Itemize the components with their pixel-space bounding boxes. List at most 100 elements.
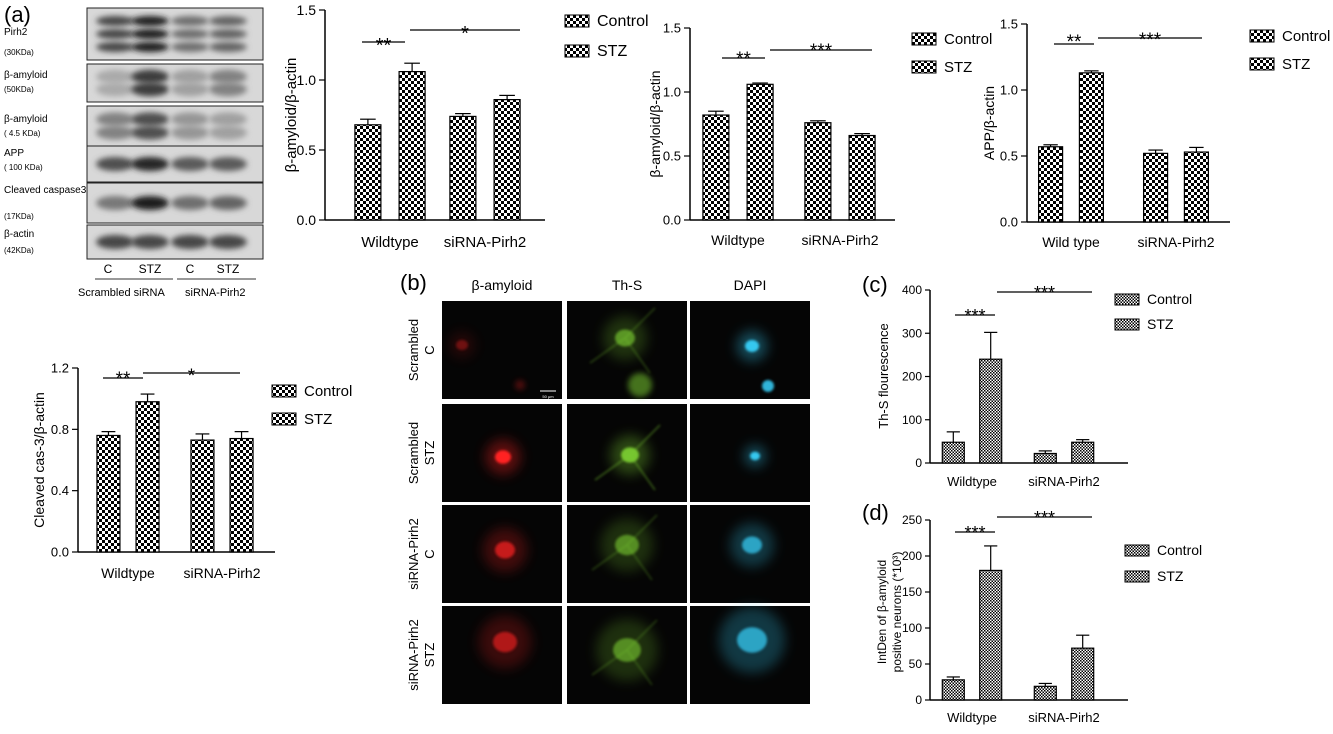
- x-category-label: siRNA-Pirh2: [1028, 474, 1100, 489]
- micro-column-header: Th-S: [612, 277, 642, 293]
- significance-marker: *: [188, 366, 196, 387]
- micro-row-label-line: Scrambled: [406, 422, 421, 484]
- micro-cell-body: [493, 631, 517, 653]
- bar: [979, 358, 1003, 464]
- micro-column-header: DAPI: [734, 277, 767, 293]
- blot-band: [209, 157, 247, 171]
- blot-band: [131, 42, 169, 52]
- blot-band: [131, 235, 169, 249]
- x-category-label: Wildtype: [361, 234, 419, 251]
- blot-row-size: ( 4.5 KDa): [4, 129, 41, 138]
- bar: [449, 115, 477, 221]
- micro-cell-secondary: [515, 380, 525, 390]
- y-tick-label: 400: [902, 283, 922, 297]
- bar: [1037, 146, 1064, 223]
- x-category-label: Wildtype: [947, 474, 997, 489]
- legend-swatch-stz: [271, 412, 297, 426]
- y-tick-label: 200: [902, 549, 922, 563]
- blot-band: [209, 125, 247, 140]
- y-tick-label: 1.0: [1000, 83, 1018, 98]
- legend-swatch-control: [271, 384, 297, 398]
- legend-label-control: Control: [1157, 542, 1202, 558]
- lane-label: C: [104, 262, 113, 276]
- significance-marker: **: [116, 369, 131, 390]
- micro-row-label: siRNA-Pirh2C: [406, 518, 437, 590]
- micro-row-label-text: siRNA-Pirh2STZ: [406, 619, 437, 691]
- blot-band: [171, 196, 209, 210]
- y-tick-label: 1.2: [51, 361, 69, 376]
- y-axis-label-line: positive neurons (*10³): [890, 552, 904, 673]
- x-category-label: siRNA-Pirh2: [183, 565, 260, 581]
- blot-row-name: β-actin: [4, 229, 34, 240]
- y-axis-label-group: APP/β-actin: [981, 86, 997, 160]
- legend-swatch-stz: [564, 44, 590, 58]
- panel-label-c: (c): [862, 272, 888, 297]
- chart-a3: 0.0 0.5 1.0 1.5 APP/β-actin Wild type siRNA-Pi…: [981, 17, 1330, 250]
- y-tick-label: 1.0: [297, 72, 317, 88]
- micro-row-label: ScrambledSTZ: [406, 422, 437, 484]
- group-label-scrambled: Scrambled siRNA: [78, 287, 165, 299]
- y-tick-label: 1.0: [663, 85, 681, 100]
- blot-row-name: APP: [4, 148, 24, 159]
- western-blot-panel: Pirh2 (30KDa) β-amyloid (50KDa) β-amyloid ( 4…: [4, 7, 264, 299]
- legend-swatch-stz: [911, 60, 937, 74]
- micro-row-label-line: STZ: [422, 643, 437, 668]
- y-tick-label: 1.5: [1000, 17, 1018, 32]
- micro-cell-body: [495, 541, 515, 559]
- bar: [804, 122, 832, 221]
- micro-row-label-line: Scrambled: [406, 319, 421, 381]
- blot-row-size: (50KDa): [4, 85, 34, 94]
- legend-swatch-control: [1114, 293, 1140, 306]
- micro-cell-body: [750, 451, 760, 461]
- legend-label-stz: STZ: [304, 411, 332, 428]
- blot-band: [209, 16, 247, 26]
- y-tick-label: 0.5: [297, 142, 317, 158]
- significance-marker: **: [1067, 32, 1082, 53]
- legend-label-stz: STZ: [1147, 316, 1174, 332]
- y-axis-label: IntDen of β-amyloidpositive neurons (*10…: [875, 552, 904, 673]
- bar: [135, 401, 160, 553]
- y-tick-label: 0.8: [51, 422, 69, 437]
- y-tick-label: 100: [902, 413, 922, 427]
- bar: [979, 569, 1003, 701]
- blot-band: [96, 235, 134, 249]
- blot-row-name: Cleaved caspase3: [4, 185, 87, 196]
- y-axis-label-group: Cleaved cas-3/β-actin: [31, 392, 47, 528]
- group-label-sirna-pirh2: siRNA-Pirh2: [185, 287, 246, 299]
- legend-swatch-control: [1124, 544, 1150, 557]
- blot-band: [131, 125, 169, 140]
- blot-band: [209, 29, 247, 39]
- significance-marker: ***: [810, 41, 833, 62]
- y-tick-label: 0.0: [297, 212, 317, 228]
- legend-swatch-stz: [1249, 57, 1275, 71]
- y-axis-label-line: IntDen of β-amyloid: [875, 560, 889, 664]
- micro-row-label-line: STZ: [422, 441, 437, 466]
- panel-label-d: (d): [862, 500, 889, 525]
- blot-band: [131, 16, 169, 26]
- significance-marker: ***: [1034, 508, 1055, 528]
- y-tick-label: 200: [902, 370, 922, 384]
- significance-marker: ***: [1034, 283, 1055, 303]
- blot-band: [171, 29, 209, 39]
- legend-label-control: Control: [1282, 28, 1330, 45]
- legend-label-control: Control: [944, 31, 992, 48]
- legend-swatch-stz: [1114, 318, 1140, 331]
- bar: [493, 98, 521, 221]
- legend-label-stz: STZ: [944, 59, 972, 76]
- x-category-label: Wildtype: [101, 565, 155, 581]
- bar: [1142, 152, 1169, 223]
- x-category-label: Wild type: [1042, 234, 1100, 250]
- bar: [1071, 647, 1095, 701]
- blot-band: [171, 125, 209, 140]
- legend-label-stz: STZ: [1282, 56, 1310, 73]
- blot-band: [131, 157, 169, 171]
- chart-a4: 0.0 0.4 0.8 1.2 Cleaved cas-3/β-actin Wildtyp…: [31, 361, 352, 581]
- y-tick-label: 50: [909, 657, 923, 671]
- bar: [229, 437, 254, 553]
- micro-neurite: [591, 514, 658, 581]
- blot-row-size: (30KDa): [4, 48, 34, 57]
- x-category-label: siRNA-Pirh2: [801, 232, 878, 248]
- blot-band: [96, 69, 134, 84]
